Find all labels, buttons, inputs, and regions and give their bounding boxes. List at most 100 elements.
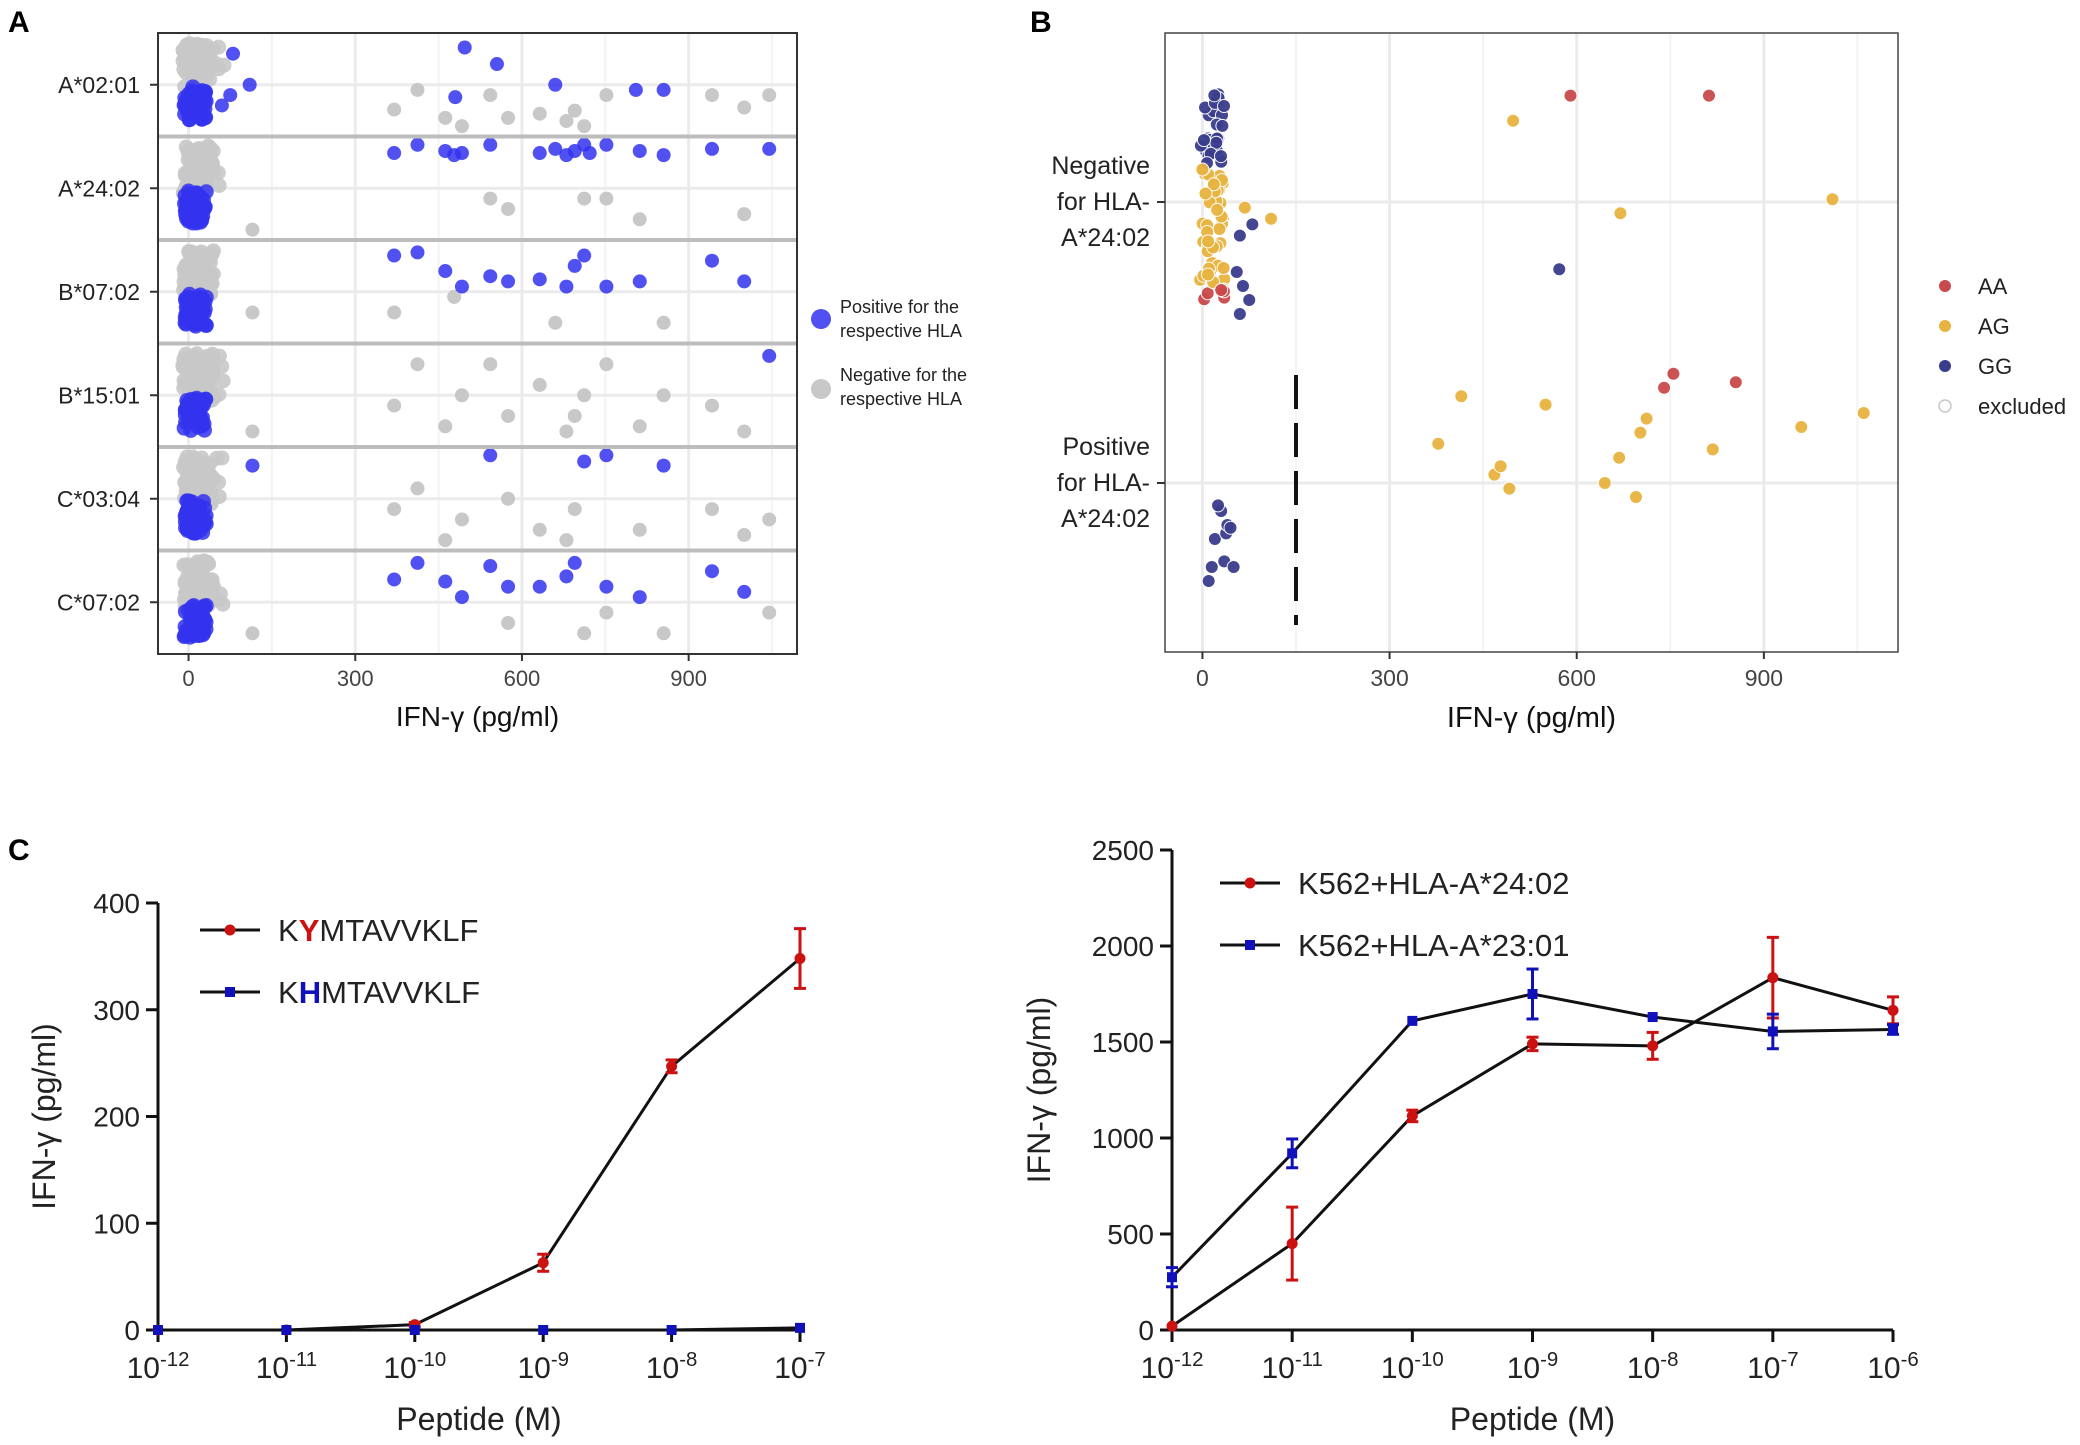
- positive-point: [223, 88, 238, 103]
- y-tick-label: 2000: [1092, 931, 1154, 962]
- data-point: [1647, 1012, 1658, 1023]
- negative-point: [245, 626, 260, 641]
- positive-point: [628, 82, 643, 97]
- positive-point: [177, 619, 193, 635]
- negative-point: [483, 88, 498, 103]
- x-tick-label: 10-10: [1381, 1349, 1444, 1385]
- positive-point: [599, 579, 614, 594]
- positive-point: [457, 40, 472, 55]
- negative-point: [501, 615, 516, 630]
- row-label: A*24:02: [1061, 224, 1150, 252]
- positive-point: [656, 148, 671, 163]
- legend-positive-text: respective HLA: [840, 321, 962, 341]
- genotype-point: [1216, 260, 1231, 275]
- genotype-point: [1454, 389, 1469, 404]
- y-axis-label: IFN-γ (pg/ml): [1021, 997, 1057, 1184]
- positive-point: [179, 202, 195, 218]
- genotype-point: [1212, 222, 1227, 237]
- positive-point: [387, 572, 402, 587]
- genotype-point: [1198, 186, 1213, 201]
- negative-point: [656, 388, 671, 403]
- data-point: [1407, 1015, 1418, 1026]
- negative-point: [483, 191, 498, 206]
- positive-point: [410, 245, 425, 260]
- negative-point: [178, 65, 194, 81]
- genotype-point: [1235, 279, 1250, 293]
- row-label: A*24:02: [1061, 505, 1150, 533]
- legend-marker: [1245, 940, 1255, 950]
- genotype-point: [1612, 450, 1627, 465]
- positive-point: [704, 141, 719, 156]
- negative-point: [245, 305, 260, 320]
- x-tick-label: 10-7: [1747, 1349, 1799, 1385]
- data-point: [1406, 1110, 1418, 1122]
- negative-point: [577, 119, 592, 134]
- chart-b: Negative for HLA- A*24:02 Positive for HLA- A…: [1051, 32, 2066, 734]
- positive-point: [387, 146, 402, 161]
- negative-point: [438, 419, 453, 434]
- negative-point: [737, 207, 752, 222]
- row-label: Positive: [1062, 433, 1150, 461]
- positive-point: [454, 590, 469, 605]
- positive-point: [599, 448, 614, 463]
- negative-point: [577, 191, 592, 206]
- chart-c-left: 0 100 200 300 400 10-12 10-11 10-10 10-9 10-8 10-7…: [26, 888, 826, 1437]
- y-tick-label: 300: [93, 995, 140, 1026]
- legend-label: KHMTAVVKLF: [278, 975, 480, 1010]
- positive-point: [559, 279, 574, 294]
- row-label: for HLA-: [1057, 188, 1150, 216]
- positive-point: [567, 258, 582, 273]
- positive-point: [387, 248, 402, 263]
- legend-marker-excluded: [1938, 399, 1952, 413]
- negative-point: [704, 88, 719, 103]
- negative-point: [176, 274, 192, 290]
- positive-point: [577, 248, 592, 263]
- negative-point: [599, 605, 614, 620]
- positive-point: [599, 279, 614, 294]
- positive-point: [532, 146, 547, 161]
- legend-marker-aa: [1938, 279, 1952, 293]
- positive-point: [762, 141, 777, 156]
- genotype-point: [1200, 267, 1215, 282]
- series-line: [158, 1326, 801, 1332]
- negative-point: [454, 512, 469, 527]
- data-point: [1767, 972, 1779, 984]
- negative-point: [202, 140, 218, 156]
- chart-c-right: 0 500 1000 1500 2000 2500 10-12 10-11 10-10 10-9 1…: [1021, 835, 1919, 1437]
- genotype-point: [1211, 498, 1226, 513]
- negative-point: [192, 168, 208, 184]
- genotype-point: [1701, 88, 1716, 103]
- x-tick-label: 10-12: [127, 1349, 190, 1385]
- positive-point: [448, 90, 463, 105]
- positive-point: [454, 146, 469, 161]
- positive-point: [483, 269, 498, 284]
- positive-point: [191, 85, 207, 101]
- genotype-point: [1633, 425, 1648, 440]
- positive-point: [483, 448, 498, 463]
- negative-point: [198, 55, 214, 71]
- negative-point: [187, 45, 203, 61]
- data-point: [1287, 1148, 1298, 1159]
- positive-point: [559, 569, 574, 584]
- negative-point: [202, 265, 218, 281]
- negative-point: [438, 110, 453, 125]
- genotype-point: [1657, 380, 1672, 395]
- positive-point: [656, 82, 671, 97]
- positive-point: [245, 458, 260, 473]
- genotype-point: [1206, 177, 1221, 192]
- genotype-point: [1597, 476, 1612, 490]
- data-point: [1647, 1040, 1659, 1052]
- row-label: Negative: [1051, 152, 1150, 180]
- x-tick-label: 600: [1558, 665, 1596, 691]
- x-tick-label: 600: [504, 666, 541, 691]
- negative-point: [410, 357, 425, 372]
- y-tick-label: 500: [1107, 1219, 1154, 1250]
- negative-point: [632, 212, 647, 227]
- legend-label: K562+HLA-A*24:02: [1298, 866, 1569, 901]
- data-point: [281, 1325, 292, 1335]
- genotype-point: [1195, 162, 1210, 177]
- negative-point: [410, 82, 425, 97]
- x-tick-label: 300: [337, 666, 374, 691]
- positive-point: [632, 590, 647, 605]
